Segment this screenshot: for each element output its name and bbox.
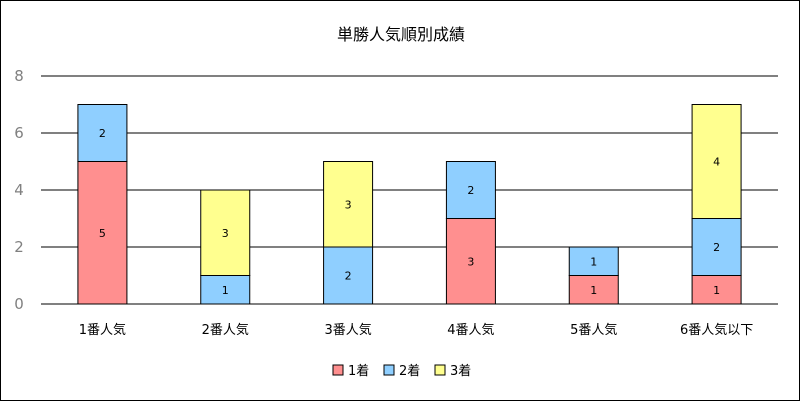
data-label: 2	[345, 270, 352, 283]
x-category-label: 5番人気	[570, 322, 617, 338]
y-axis-ticks: 0 2 4 6 8	[14, 67, 24, 313]
y-tick-label: 2	[14, 238, 24, 256]
data-label: 2	[467, 184, 474, 197]
y-tick-label: 0	[14, 295, 24, 313]
bar-segment	[568, 246, 619, 276]
chart-title: 単勝人気順別成績	[337, 25, 465, 44]
bar-segment	[691, 104, 742, 219]
gridlines	[41, 75, 778, 305]
legend: 1着 2着 3着	[332, 363, 471, 379]
x-category-label: 1番人気	[79, 322, 126, 338]
bar-segment	[568, 275, 619, 305]
bar-segment	[77, 161, 128, 305]
data-label: 4	[713, 156, 720, 169]
data-label: 3	[345, 198, 352, 211]
data-label: 3	[222, 227, 229, 240]
data-label: 1	[590, 255, 597, 268]
x-category-label: 6番人気以下	[680, 322, 753, 338]
data-label: 3	[467, 255, 474, 268]
bar-segment	[445, 161, 496, 219]
legend-label: 1着	[348, 363, 369, 379]
bar-segment	[445, 218, 496, 305]
y-tick-label: 4	[14, 181, 24, 199]
legend-label: 3着	[450, 363, 471, 379]
legend-swatch	[332, 364, 344, 376]
data-label: 1	[222, 284, 229, 297]
data-label: 1	[590, 284, 597, 297]
y-tick-label: 6	[14, 124, 24, 142]
data-label: 1	[713, 284, 720, 297]
x-axis-labels: 1番人気 2番人気 3番人気 4番人気 5番人気 6番人気以下	[79, 322, 753, 338]
bar-segment	[200, 189, 251, 276]
legend-swatch	[383, 364, 395, 376]
x-category-label: 3番人気	[324, 322, 371, 338]
bar-segment	[77, 104, 128, 162]
data-label: 2	[99, 127, 106, 140]
legend-swatch	[434, 364, 446, 376]
bar-segment	[691, 218, 742, 276]
x-category-label: 2番人気	[202, 322, 249, 338]
legend-label: 2着	[399, 363, 420, 379]
data-label: 5	[99, 227, 106, 240]
bar-segment	[323, 161, 374, 248]
x-category-label: 4番人気	[447, 322, 494, 338]
bars: 5 2 1 3 2 3 3 2 1 1 1 2 4	[77, 104, 742, 305]
data-label: 2	[713, 241, 720, 254]
y-tick-label: 8	[14, 67, 24, 85]
